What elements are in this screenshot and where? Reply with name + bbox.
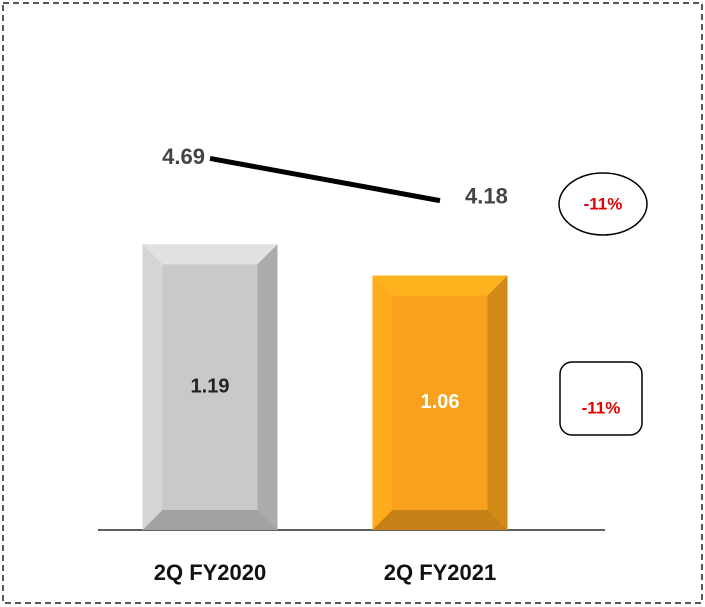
bar [372, 275, 508, 530]
bar-bevel [142, 510, 278, 530]
bar-bevel [142, 244, 278, 265]
annotation-text: -11% [582, 398, 621, 417]
value-label: 1.06 [421, 391, 460, 413]
value-label: 4.69 [162, 144, 205, 169]
value-label: 4.18 [465, 183, 508, 208]
annotation-ellipse [558, 172, 648, 236]
bar-bevel [372, 275, 393, 530]
value-label: 1.19 [191, 375, 230, 397]
bar-bevel [487, 275, 508, 530]
annotation-text: -11% [584, 194, 623, 213]
x-tick-label: 2Q FY2021 [384, 560, 497, 585]
line [209, 155, 441, 204]
bar-bevel [372, 275, 508, 296]
bar [142, 244, 278, 530]
x-tick-label: 2Q FY2020 [154, 560, 267, 585]
bar-bevel [372, 510, 508, 530]
bar-bevel [142, 244, 163, 530]
annotation-box [559, 361, 643, 436]
bar-bevel [257, 244, 278, 530]
